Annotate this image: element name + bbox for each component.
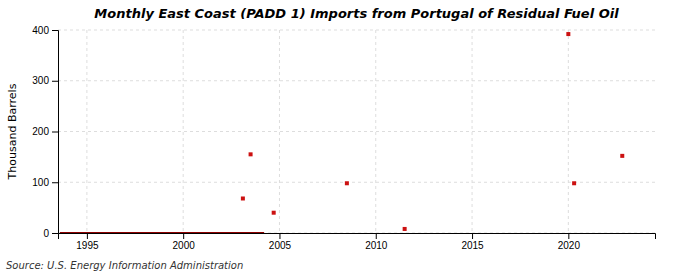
x-tick-mark — [568, 233, 569, 239]
x-axis-line — [59, 234, 656, 240]
x-tick: 2000 — [173, 233, 196, 251]
y-tick: 400 — [32, 25, 58, 36]
grid-line — [375, 30, 376, 233]
x-tick-mark — [183, 233, 184, 239]
point — [272, 211, 276, 215]
point — [249, 152, 253, 156]
y-tick-label: 100 — [32, 177, 49, 188]
point — [566, 32, 570, 36]
y-tick: 200 — [32, 126, 58, 137]
y-axis-line — [52, 31, 59, 234]
y-tick-mark — [52, 182, 58, 183]
y-tick: 0 — [43, 228, 58, 239]
x-tick-label: 1995 — [76, 240, 99, 251]
y-tick-mark — [52, 233, 58, 234]
x-tick: 2020 — [558, 233, 581, 251]
y-tick-mark — [52, 81, 58, 82]
x-tick-label: 2005 — [269, 240, 292, 251]
grid-line — [183, 30, 184, 233]
y-tick-label: 300 — [32, 75, 49, 86]
x-tick-mark — [472, 233, 473, 239]
x-tick-label: 2010 — [365, 240, 388, 251]
source-note: Source: U.S. Energy Information Administ… — [6, 260, 243, 271]
x-tick-label: 2020 — [558, 240, 581, 251]
x-tick-mark — [87, 233, 88, 239]
y-tick-mark — [52, 132, 58, 133]
x-tick: 2005 — [269, 233, 292, 251]
x-tick-label: 2000 — [173, 240, 196, 251]
chart-root: 1995 2000 2005 2010 2015 2020 0 100 200 300 400 Mon… — [0, 0, 675, 275]
y-tick: 100 — [32, 177, 58, 188]
y-tick-label: 200 — [32, 126, 49, 137]
x-tick-mark — [376, 233, 377, 239]
point — [241, 196, 245, 200]
grid-line — [279, 30, 280, 233]
x-tick: 2015 — [461, 233, 484, 251]
grid-line — [58, 80, 655, 81]
marks — [60, 32, 624, 233]
title: Monthly East Coast (PADD 1) Imports from… — [94, 6, 619, 21]
x-tick-mark — [279, 233, 280, 239]
x-tick-label: 2015 — [461, 240, 484, 251]
grid-line — [568, 30, 569, 233]
grid-line — [472, 30, 473, 233]
grid — [58, 30, 655, 233]
grid-line — [58, 131, 655, 132]
point — [403, 227, 407, 231]
plot-area: 1995 2000 2005 2010 2015 2020 0 100 200 300 400 — [32, 25, 655, 251]
x-tick: 2010 — [365, 233, 388, 251]
point — [572, 181, 576, 185]
y-tick: 300 — [32, 75, 58, 86]
y-axis: 0 100 200 300 400 — [32, 25, 58, 239]
grid-line — [58, 182, 655, 183]
grid-line — [86, 30, 87, 233]
point — [620, 154, 624, 158]
y-tick-mark — [52, 30, 58, 31]
line — [60, 232, 264, 233]
y-axis-label: Thousand Barrels — [6, 83, 19, 180]
x-axis: 1995 2000 2005 2010 2015 2020 — [59, 233, 656, 251]
y-tick-label: 0 — [43, 228, 49, 239]
y-tick-label: 400 — [32, 25, 49, 36]
x-tick: 1995 — [76, 233, 99, 251]
grid-line — [58, 30, 655, 31]
point — [345, 181, 349, 185]
